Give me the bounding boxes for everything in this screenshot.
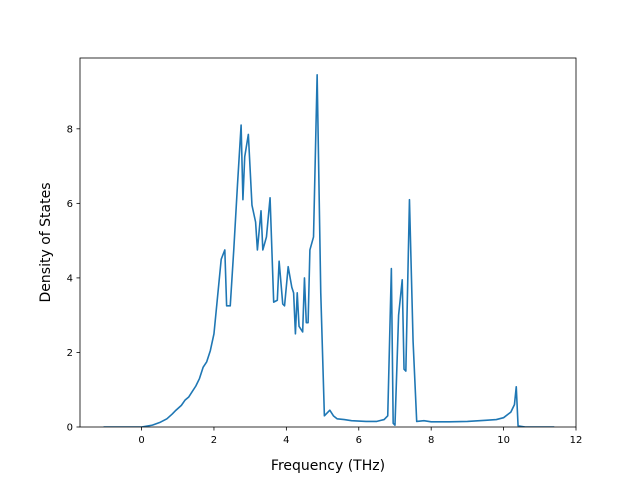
y-tick-label: 4: [67, 273, 73, 284]
y-tick-label: 0: [67, 423, 73, 434]
x-axis-label: Frequency (THz): [271, 458, 385, 474]
x-ticks: 0 2 4 6 8 10 12: [138, 427, 582, 446]
x-tick-label: 0: [138, 435, 144, 446]
x-tick-label: 10: [497, 435, 510, 446]
y-ticks: 0 2 4 6 8: [67, 124, 80, 434]
x-tick-label: 4: [283, 435, 289, 446]
axes-frame: [79, 57, 577, 428]
y-tick-label: 2: [67, 348, 73, 359]
series-line-0: [103, 73, 555, 427]
x-tick-label: 6: [356, 435, 362, 446]
y-tick-label: 8: [67, 124, 73, 135]
y-tick-label: 6: [67, 199, 73, 210]
plot-layer: [103, 73, 555, 427]
x-tick-label: 8: [428, 435, 434, 446]
y-axis-label: Density of States: [38, 183, 54, 303]
x-tick-label: 12: [570, 435, 583, 446]
x-tick-label: 2: [211, 435, 217, 446]
